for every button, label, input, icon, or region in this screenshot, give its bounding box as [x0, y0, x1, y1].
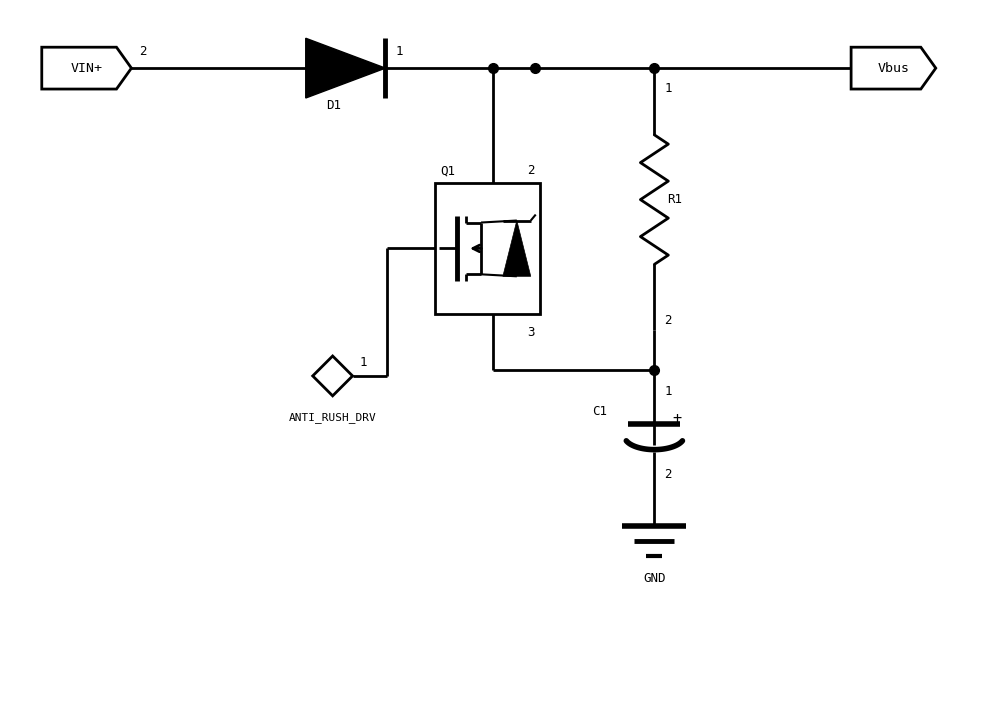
Text: ANTI_RUSH_DRV: ANTI_RUSH_DRV — [289, 412, 377, 423]
Text: 2: 2 — [665, 468, 672, 481]
Text: 1: 1 — [665, 82, 672, 95]
Polygon shape — [502, 221, 531, 276]
Text: D1: D1 — [325, 100, 340, 112]
Text: Q1: Q1 — [440, 164, 455, 177]
Polygon shape — [306, 38, 386, 98]
Text: +: + — [673, 412, 681, 426]
Text: 3: 3 — [527, 325, 535, 339]
Text: 2: 2 — [665, 314, 672, 327]
Text: GND: GND — [643, 572, 666, 585]
Text: VIN+: VIN+ — [70, 62, 103, 75]
Text: Vbus: Vbus — [877, 62, 910, 75]
Text: 2: 2 — [527, 164, 535, 177]
Bar — [435, 183, 540, 314]
Text: 1: 1 — [396, 45, 403, 58]
Text: 2: 2 — [139, 45, 147, 58]
Text: 1: 1 — [360, 357, 367, 370]
Text: C1: C1 — [592, 405, 607, 418]
Text: R1: R1 — [668, 193, 682, 206]
Text: 1: 1 — [665, 385, 672, 398]
